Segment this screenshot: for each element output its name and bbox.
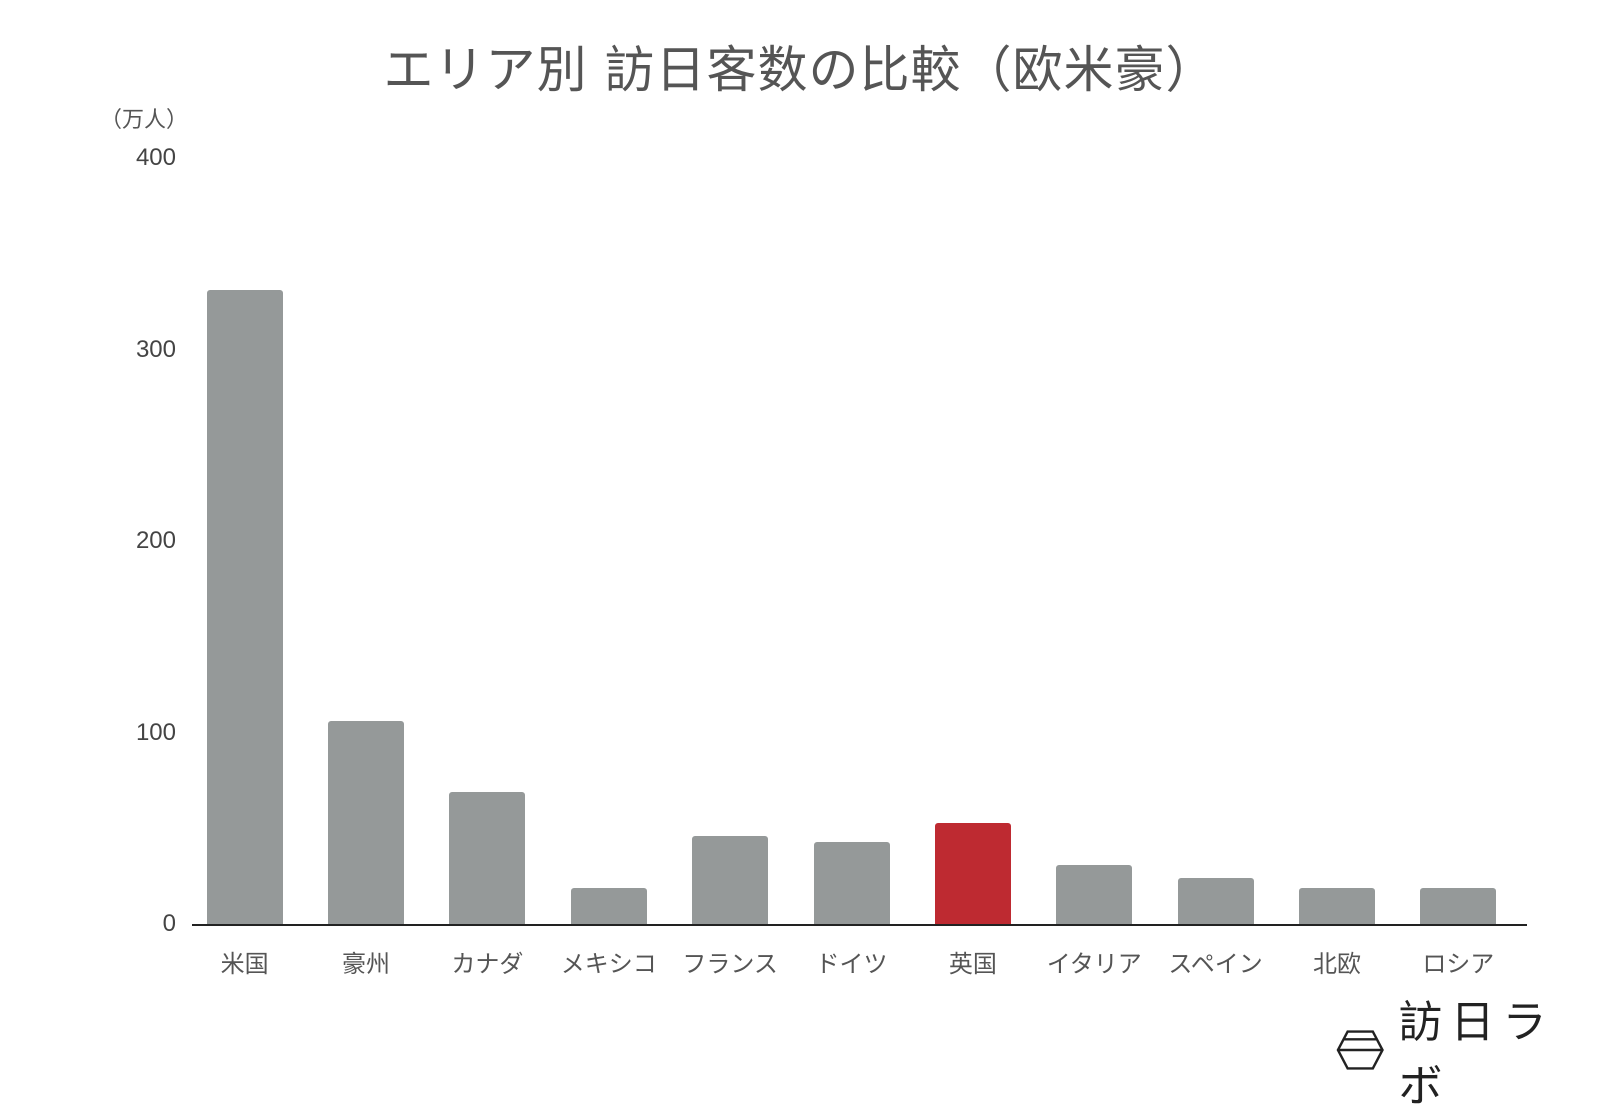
bar-3 <box>570 887 647 924</box>
chart-title: エリア別 訪日客数の比較（欧米豪） <box>383 41 1217 99</box>
x-tick-label: ロシア <box>1422 950 1495 978</box>
bar-0 <box>206 290 283 924</box>
brand-name: 訪日ラボ <box>1398 997 1555 1112</box>
y-tick-label: 200 <box>135 527 176 554</box>
x-tick-label: 豪州 <box>342 950 391 978</box>
y-axis-unit-label: （万人） <box>100 108 189 133</box>
y-tick-label: 100 <box>135 718 176 746</box>
y-tick-label: 0 <box>162 910 176 937</box>
plot-area <box>192 158 1527 924</box>
x-tick-label: スペイン <box>1168 950 1263 978</box>
bar-8 <box>1177 878 1254 924</box>
x-tick-label: 英国 <box>948 950 997 978</box>
x-tick-label: 米国 <box>220 950 269 978</box>
y-tick-label: 300 <box>135 335 176 363</box>
bar-7 <box>1056 864 1133 924</box>
x-axis-line <box>192 924 1527 926</box>
x-tick-label: 北欧 <box>1312 950 1361 978</box>
x-tick-label: イタリア <box>1046 950 1142 978</box>
bar-6 <box>934 822 1011 924</box>
x-tick-label: カナダ <box>451 950 524 978</box>
y-tick-label: 400 <box>135 144 176 171</box>
x-tick-label: メキシコ <box>560 950 657 978</box>
x-tick-label: ドイツ <box>815 950 888 978</box>
bar-9 <box>1298 887 1375 924</box>
hexagon-logo-icon <box>1336 1030 1384 1070</box>
bar-1 <box>328 721 405 924</box>
bar-5 <box>813 841 890 924</box>
bar-4 <box>692 835 769 924</box>
brand-logo: 訪日ラボ <box>1336 986 1600 1114</box>
bar-10 <box>1420 887 1497 924</box>
x-tick-label: フランス <box>682 950 778 978</box>
bar-2 <box>449 791 526 924</box>
